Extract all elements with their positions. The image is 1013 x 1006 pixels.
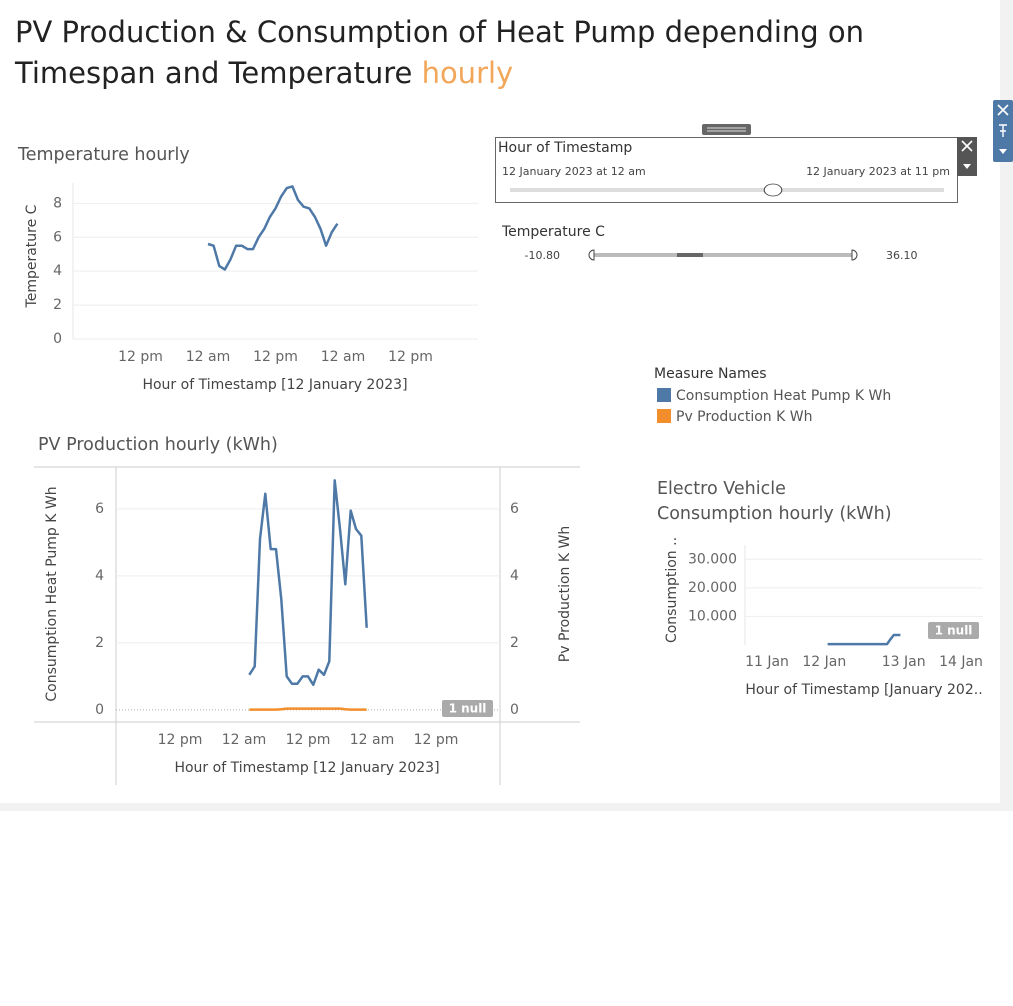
- filter-end: 12 January 2023 at 11 pm: [806, 165, 950, 178]
- series-line: [207, 185, 339, 271]
- y2-tick-label: 2: [510, 635, 519, 651]
- x-axis-label: Hour of Timestamp [12 January 2023]: [142, 377, 407, 393]
- side-strip: [1000, 0, 1013, 811]
- y-tick-label: 4: [53, 263, 62, 279]
- filter-title: Temperature C: [501, 224, 605, 240]
- y-tick-label: 0: [53, 331, 62, 347]
- x-tick-label: 12 Jan: [802, 654, 846, 670]
- chart-title: Temperature hourly: [17, 145, 190, 165]
- null-indicator[interactable]: [442, 700, 493, 717]
- chart-title: PV Production hourly (kWh): [38, 435, 278, 455]
- y-tick-label: 6: [53, 229, 62, 245]
- x-tick-label: 14 Jan: [939, 654, 983, 670]
- legend-title: Measure Names: [654, 366, 767, 382]
- x-tick-label: 12 am: [222, 732, 266, 748]
- y2-axis-label: Pv Production K Wh: [557, 526, 573, 662]
- filter-controls[interactable]: [957, 137, 977, 176]
- slider-thumb-right[interactable]: [851, 249, 858, 261]
- x-tick-label: 12 am: [350, 732, 394, 748]
- legend-swatch: [657, 409, 671, 423]
- x-axis-label: Hour of Timestamp [January 202..: [745, 682, 982, 698]
- y-axis-label: Consumption ..: [664, 537, 680, 643]
- filter-title: Hour of Timestamp: [498, 140, 632, 156]
- legend-label: Consumption Heat Pump K Wh: [676, 388, 891, 404]
- filter-close[interactable]: [961, 140, 973, 152]
- x-tick-label: 12 pm: [414, 732, 459, 748]
- title-highlight: hourly: [421, 56, 514, 90]
- y-tick-label: 10.000: [688, 608, 737, 624]
- legend-label: Pv Production K Wh: [676, 409, 812, 425]
- x-tick-label: 13 Jan: [882, 654, 926, 670]
- y-tick-label: 2: [53, 297, 62, 313]
- toolbar-pin[interactable]: [999, 124, 1007, 137]
- x-tick-label: 12 pm: [158, 732, 203, 748]
- y-tick-label: 2: [95, 635, 104, 651]
- y-tick-label: 0: [95, 702, 104, 718]
- series-line: [827, 633, 901, 646]
- null-indicator-label: 1 null: [935, 624, 973, 638]
- null-indicator-label: 1 null: [449, 702, 487, 716]
- filter-start: 12 January 2023 at 12 am: [502, 165, 646, 178]
- x-tick-label: 12 pm: [118, 349, 163, 365]
- x-tick-label: 12 pm: [388, 349, 433, 365]
- null-indicator[interactable]: [928, 622, 979, 639]
- y-tick-label: 4: [95, 568, 104, 584]
- x-axis-label: Hour of Timestamp [12 January 2023]: [174, 760, 439, 776]
- series-line: [248, 479, 368, 687]
- y2-tick-label: 4: [510, 568, 519, 584]
- dashboard-title: PV Production & Consumption of Heat Pump…: [15, 12, 995, 94]
- drag-grip: [707, 127, 746, 132]
- y-tick-label: 6: [95, 501, 104, 517]
- chart-title: Electro Vehicle Consumption hourly (kWh): [657, 479, 892, 524]
- y-axis-label: Temperature C: [24, 204, 40, 308]
- series-line: [249, 707, 367, 711]
- toolbar-menu[interactable]: [999, 149, 1007, 154]
- x-tick-label: 12 am: [186, 349, 230, 365]
- y-axis-label: Consumption Heat Pump K Wh: [44, 486, 60, 701]
- x-tick-label: 12 pm: [286, 732, 331, 748]
- x-tick-label: 12 am: [321, 349, 365, 365]
- y-tick-label: 20.000: [688, 580, 737, 596]
- filter-start: -10.80: [525, 249, 560, 262]
- x-tick-label: 11 Jan: [745, 654, 789, 670]
- y-tick-label: 30.000: [688, 551, 737, 567]
- x-tick-label: 12 pm: [253, 349, 298, 365]
- y2-tick-label: 0: [510, 702, 519, 718]
- y2-tick-label: 6: [510, 501, 519, 517]
- title-main: PV Production & Consumption of Heat Pump…: [15, 15, 865, 90]
- y-tick-label: 8: [53, 195, 62, 211]
- drag-handle[interactable]: [702, 124, 751, 135]
- toolbar-close[interactable]: [997, 104, 1009, 116]
- filter-end: 36.10: [886, 249, 918, 262]
- slider-thumb[interactable]: [763, 183, 783, 197]
- filter-menu[interactable]: [963, 164, 971, 169]
- bottom-strip: [0, 803, 1013, 811]
- slider-thumb-left[interactable]: [588, 249, 595, 261]
- legend-swatch: [657, 388, 671, 402]
